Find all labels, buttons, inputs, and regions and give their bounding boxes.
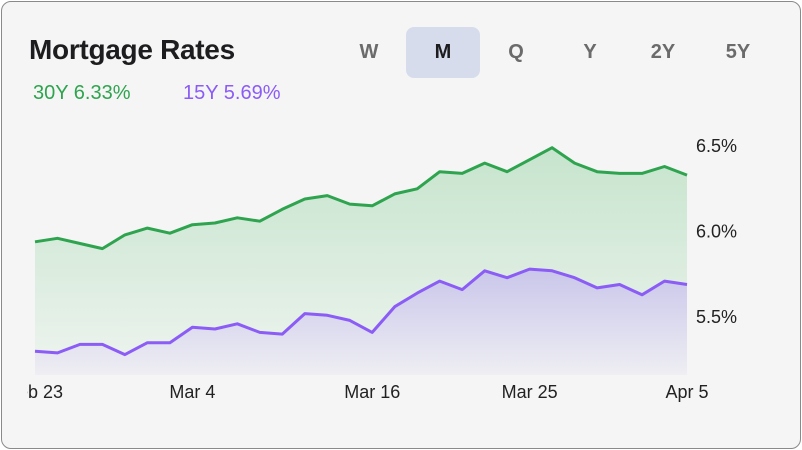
range-tab-q[interactable]: Q (508, 41, 524, 63)
range-tab-w[interactable]: W (359, 41, 379, 63)
chart-title: Mortgage Rates (29, 34, 235, 65)
range-tab-m[interactable]: M (406, 27, 480, 78)
area-15y (35, 269, 687, 375)
series-15y-summary: 15Y 5.69% (183, 82, 281, 104)
x-tick-label: Mar 4 (169, 382, 215, 402)
range-tab-y[interactable]: Y (583, 41, 597, 63)
series-30y-summary: 30Y 6.33% (33, 82, 131, 104)
x-tick-label: Feb 23 (7, 382, 63, 402)
line-30y (34, 146, 688, 251)
y-tick-label: 6.0% (696, 222, 737, 242)
range-tab-2y[interactable]: 2Y (650, 41, 676, 63)
x-tick-label: Apr 5 (665, 382, 708, 402)
line-15y (34, 267, 688, 357)
x-tick-label: Mar 25 (502, 382, 558, 402)
y-tick-label: 6.5% (696, 136, 737, 156)
range-tab-5y[interactable]: 5Y (725, 41, 751, 63)
x-tick-label: Mar 16 (344, 382, 400, 402)
y-tick-label: 5.5% (696, 307, 737, 327)
